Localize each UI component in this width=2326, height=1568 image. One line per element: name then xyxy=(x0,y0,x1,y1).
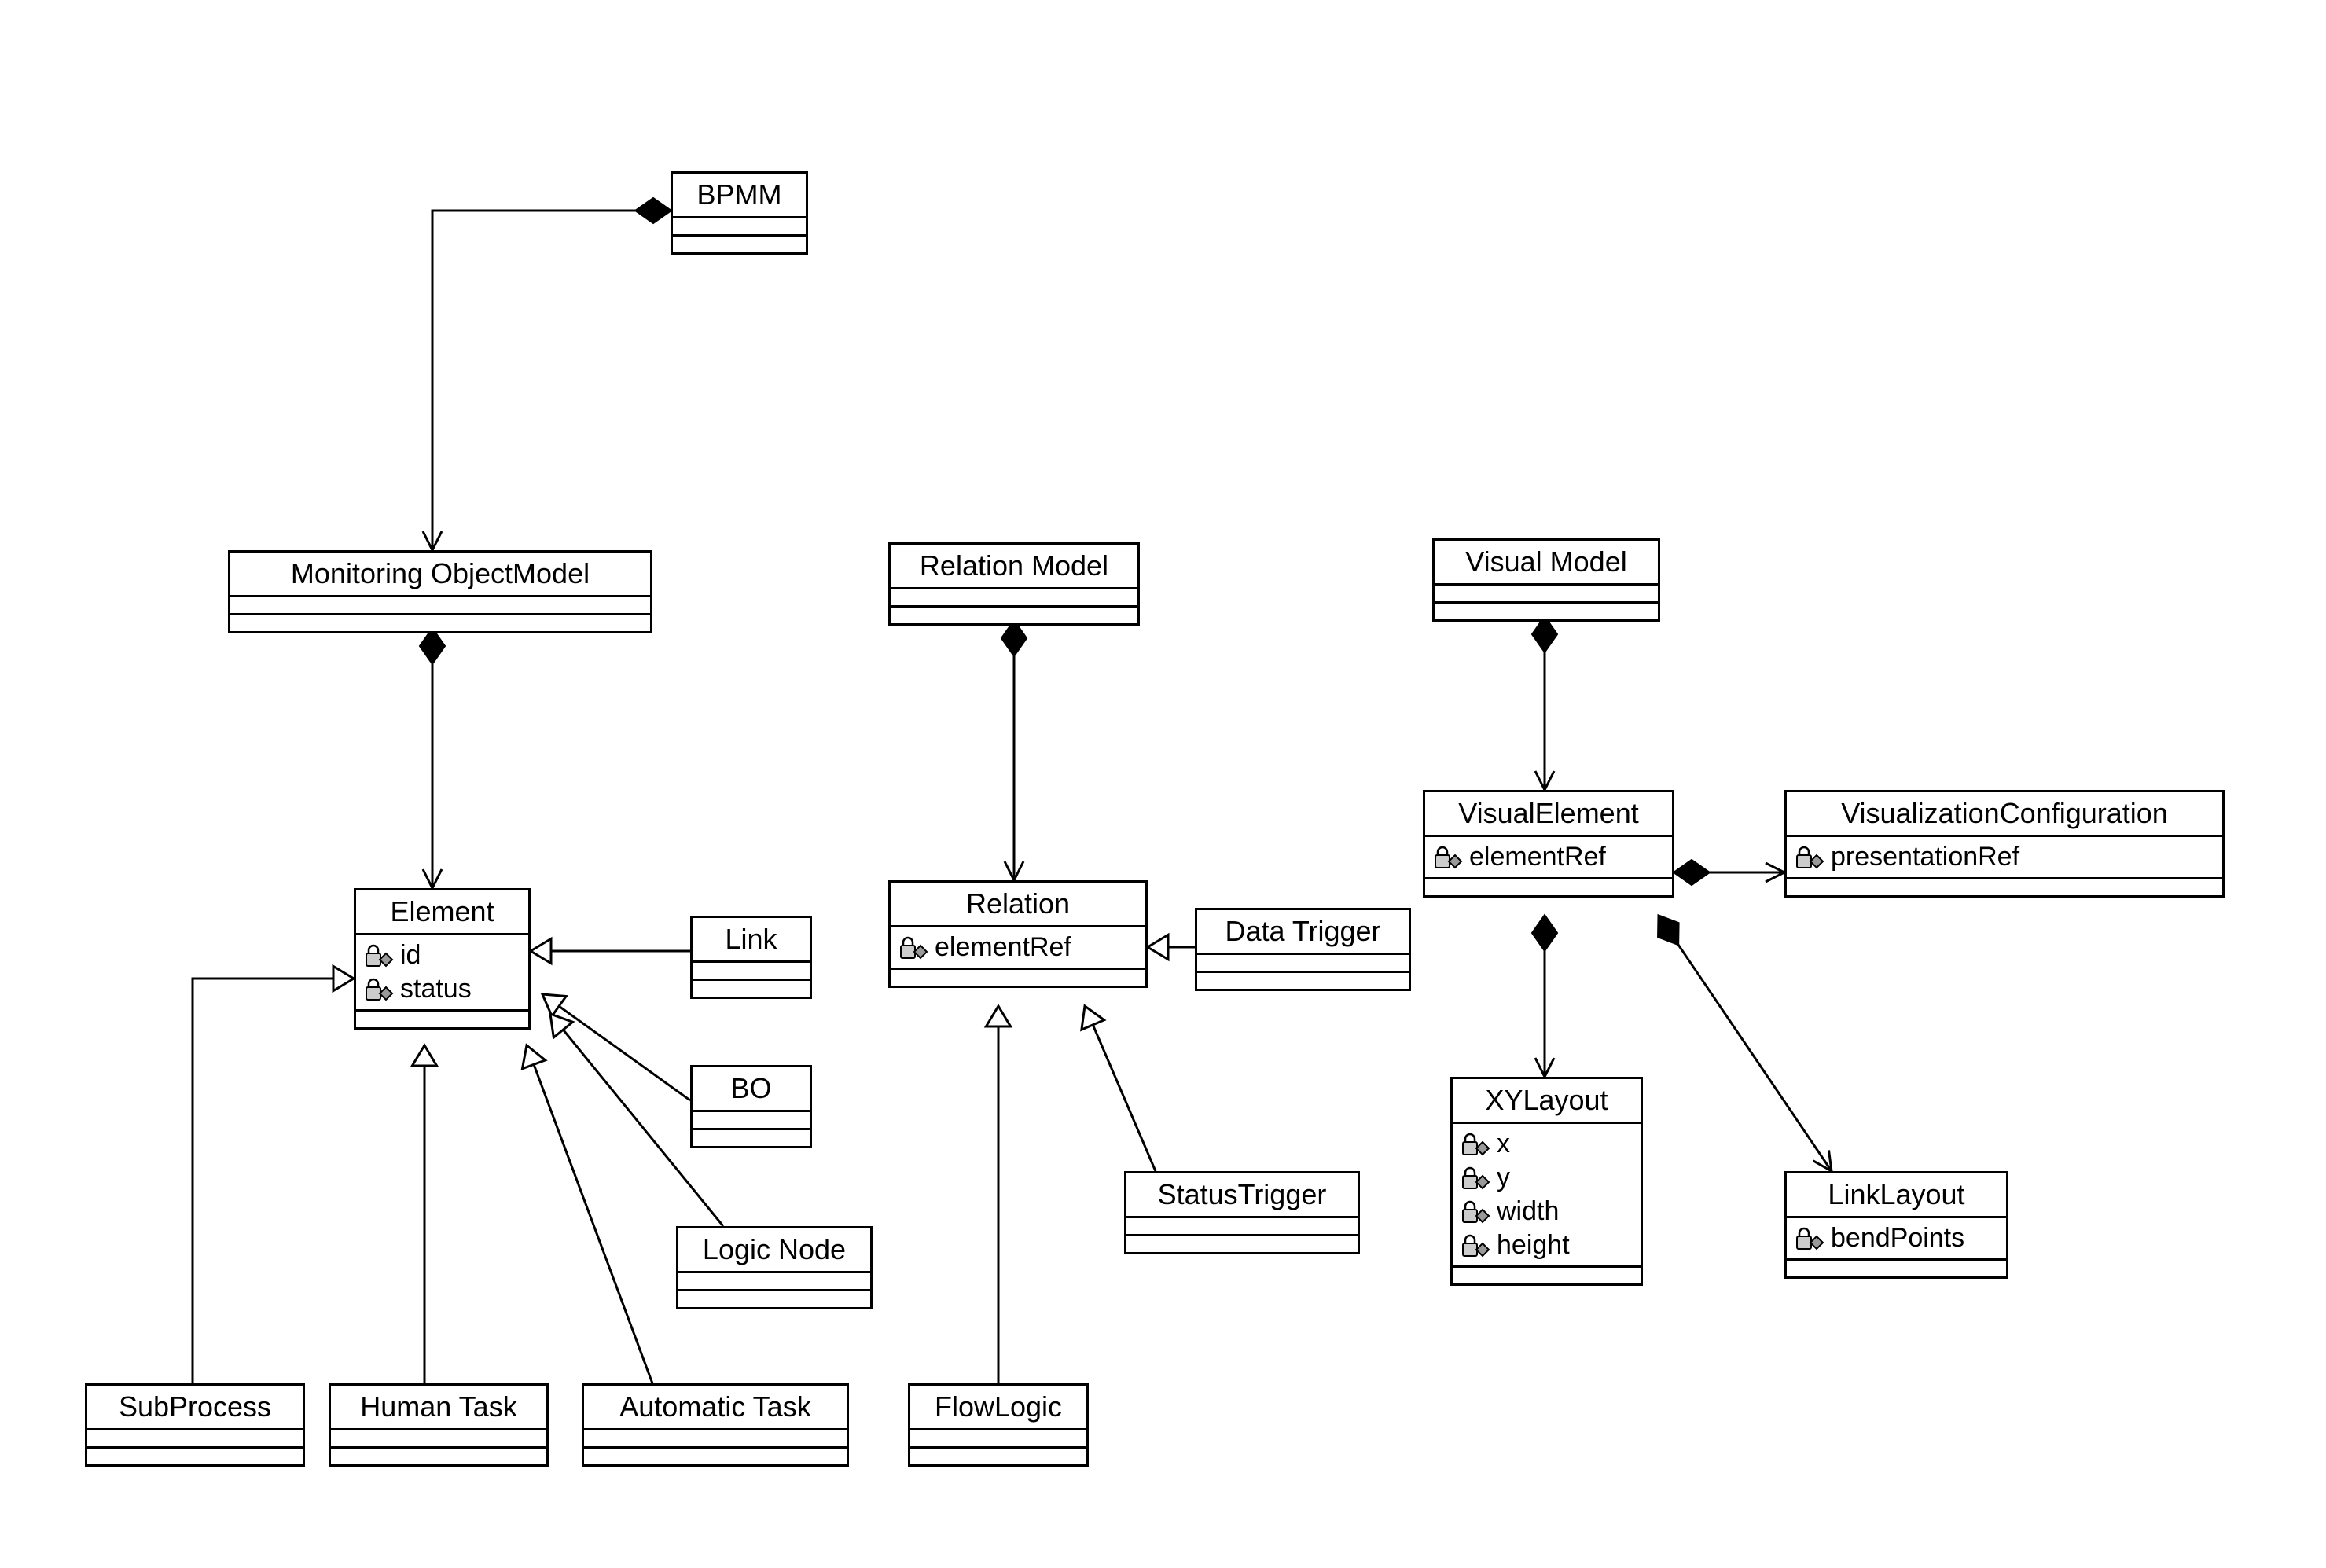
class-title: XYLayout xyxy=(1453,1079,1641,1124)
class-linkLayout: LinkLayout bendPoints xyxy=(1784,1171,2008,1279)
attribute-row: width xyxy=(1461,1195,1633,1228)
attribute-row: bendPoints xyxy=(1795,1221,1998,1255)
class-attributes xyxy=(87,1430,303,1449)
class-subProcess: SubProcess xyxy=(85,1383,305,1467)
class-attributes xyxy=(678,1273,870,1291)
class-attributes xyxy=(693,1112,810,1130)
attribute-label: elementRef xyxy=(1469,842,1606,872)
class-operations xyxy=(1453,1268,1641,1283)
class-attributes: elementRef xyxy=(891,927,1145,970)
class-title: Monitoring ObjectModel xyxy=(230,553,650,597)
attribute-label: elementRef xyxy=(935,932,1071,963)
class-title: Visual Model xyxy=(1435,541,1658,586)
class-xyLayout: XYLayout x y width height xyxy=(1450,1077,1643,1286)
attribute-row: y xyxy=(1461,1161,1633,1195)
class-relationModel: Relation Model xyxy=(888,542,1140,626)
attribute-row: height xyxy=(1461,1228,1633,1262)
class-attributes xyxy=(331,1430,546,1449)
class-attributes: bendPoints xyxy=(1787,1218,2006,1261)
class-attributes xyxy=(693,963,810,981)
class-operations xyxy=(673,237,806,252)
class-title: SubProcess xyxy=(87,1386,303,1430)
class-attributes: x y width height xyxy=(1453,1124,1641,1268)
class-operations xyxy=(1787,879,2222,895)
class-attributes: elementRef xyxy=(1425,837,1672,879)
class-title: StatusTrigger xyxy=(1126,1173,1358,1218)
class-attributes: presentationRef xyxy=(1787,837,2222,879)
class-title: Relation Model xyxy=(891,545,1137,589)
class-dataTrigger: Data Trigger xyxy=(1195,908,1411,991)
class-attributes xyxy=(230,597,650,615)
diagram-canvas: BPMM Monitoring ObjectModel Relation Model… xyxy=(0,0,2326,1568)
class-attributes xyxy=(910,1430,1086,1449)
class-title: BO xyxy=(693,1067,810,1112)
class-operations xyxy=(693,981,810,997)
attribute-row: presentationRef xyxy=(1795,840,2214,874)
class-title: BPMM xyxy=(673,174,806,218)
class-operations xyxy=(331,1449,546,1464)
class-operations xyxy=(1197,973,1409,989)
attribute-label: bendPoints xyxy=(1831,1223,1964,1254)
class-humanTask: Human Task xyxy=(329,1383,549,1467)
class-attributes xyxy=(1435,586,1658,604)
class-attributes xyxy=(584,1430,847,1449)
edges-layer xyxy=(0,0,2326,1568)
attribute-label: width xyxy=(1497,1196,1559,1227)
class-title: Element xyxy=(356,890,528,935)
class-attributes xyxy=(1197,955,1409,973)
class-operations xyxy=(584,1449,847,1464)
class-operations xyxy=(1787,1261,2006,1276)
class-bo: BO xyxy=(690,1065,812,1148)
class-title: VisualElement xyxy=(1425,792,1672,837)
class-attributes: id status xyxy=(356,935,528,1012)
class-monitoring: Monitoring ObjectModel xyxy=(228,550,652,633)
class-operations xyxy=(1425,879,1672,895)
class-operations xyxy=(1435,604,1658,619)
class-automaticTask: Automatic Task xyxy=(582,1383,849,1467)
class-title: Logic Node xyxy=(678,1228,870,1273)
class-attributes xyxy=(1126,1218,1358,1236)
class-attributes xyxy=(673,218,806,237)
class-visualElement: VisualElement elementRef xyxy=(1423,790,1674,898)
class-title: Data Trigger xyxy=(1197,910,1409,955)
class-title: Link xyxy=(693,918,810,963)
class-operations xyxy=(230,615,650,631)
class-logicNode: Logic Node xyxy=(676,1226,873,1309)
attribute-label: id xyxy=(400,940,421,971)
attribute-row: id xyxy=(364,938,520,972)
class-operations xyxy=(891,608,1137,623)
attribute-label: height xyxy=(1497,1230,1570,1261)
attribute-label: presentationRef xyxy=(1831,842,2019,872)
class-title: VisualizationConfiguration xyxy=(1787,792,2222,837)
attribute-row: elementRef xyxy=(898,931,1137,964)
class-operations xyxy=(356,1012,528,1027)
attribute-row: x xyxy=(1461,1127,1633,1161)
class-title: Automatic Task xyxy=(584,1386,847,1430)
attribute-row: status xyxy=(364,972,520,1006)
class-operations xyxy=(891,970,1145,986)
class-operations xyxy=(910,1449,1086,1464)
class-title: FlowLogic xyxy=(910,1386,1086,1430)
class-bpmm: BPMM xyxy=(671,171,808,255)
class-statusTrigger: StatusTrigger xyxy=(1124,1171,1360,1254)
attribute-label: y xyxy=(1497,1162,1510,1193)
class-attributes xyxy=(891,589,1137,608)
class-visConfig: VisualizationConfiguration presentationR… xyxy=(1784,790,2225,898)
attribute-label: x xyxy=(1497,1129,1510,1159)
class-title: Human Task xyxy=(331,1386,546,1430)
class-operations xyxy=(1126,1236,1358,1252)
class-flowLogic: FlowLogic xyxy=(908,1383,1089,1467)
attribute-row: elementRef xyxy=(1433,840,1664,874)
class-operations xyxy=(87,1449,303,1464)
class-operations xyxy=(693,1130,810,1146)
class-element: Element id status xyxy=(354,888,531,1030)
class-title: LinkLayout xyxy=(1787,1173,2006,1218)
class-visualModel: Visual Model xyxy=(1432,538,1660,622)
class-link: Link xyxy=(690,916,812,999)
attribute-label: status xyxy=(400,974,472,1004)
class-relation: Relation elementRef xyxy=(888,880,1148,988)
class-operations xyxy=(678,1291,870,1307)
class-title: Relation xyxy=(891,883,1145,927)
